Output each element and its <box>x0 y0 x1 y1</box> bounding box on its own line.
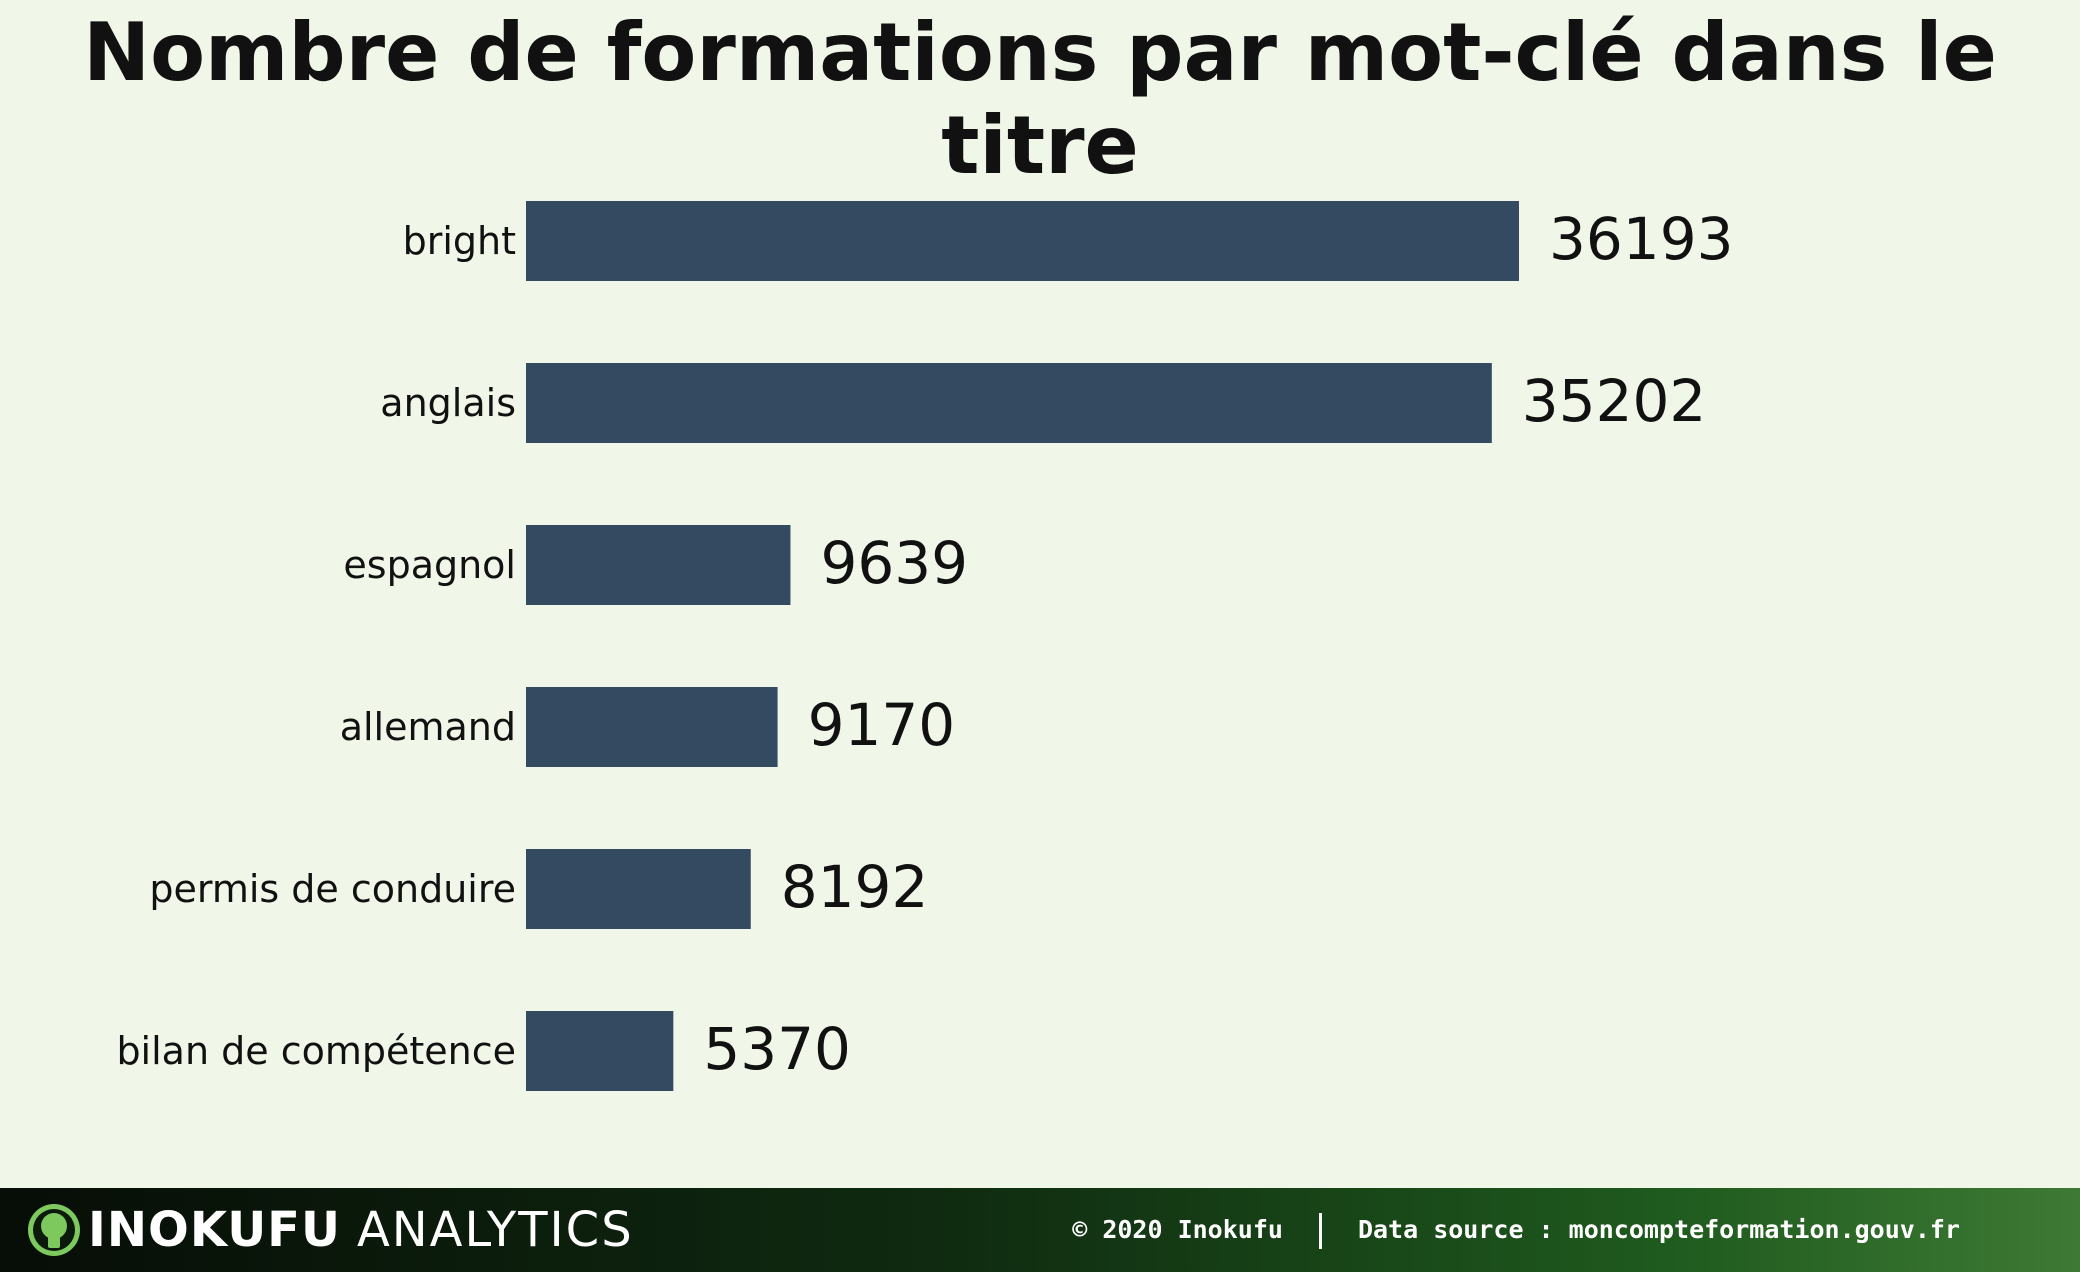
category-label-5: bilan de compétence <box>116 1029 516 1073</box>
value-label-2: 9639 <box>820 529 968 597</box>
value-label-0: 36193 <box>1549 205 1734 273</box>
value-label-4: 8192 <box>781 853 929 921</box>
brand-name: INOKUFU <box>88 1202 341 1258</box>
footer-divider <box>1318 1213 1322 1249</box>
bar-3 <box>526 687 778 767</box>
bar-5 <box>526 1011 674 1091</box>
category-label-0: bright <box>403 219 516 263</box>
value-label-1: 35202 <box>1522 367 1707 435</box>
chart-title: Nombre de formations par mot-clé dans le… <box>83 6 1997 192</box>
lightbulb-logo-icon <box>28 1204 80 1256</box>
bar-1 <box>526 363 1492 443</box>
footer-credits: © 2020 Inokufu Data source : moncomptefor… <box>1072 1210 1960 1250</box>
copyright-text: © 2020 Inokufu <box>1072 1215 1283 1244</box>
category-label-4: permis de conduire <box>149 867 516 911</box>
data-source-text: Data source : moncompteformation.gouv.fr <box>1357 1215 1960 1244</box>
bar-0 <box>526 201 1519 281</box>
brand-wordmark: INOKUFU ANALYTICS <box>88 1202 634 1258</box>
category-label-3: allemand <box>340 705 516 749</box>
bar-2 <box>526 525 791 605</box>
brand-suffix: ANALYTICS <box>356 1202 634 1258</box>
footer-bar: INOKUFU ANALYTICS © 2020 Inokufu Data sour… <box>0 1188 2080 1272</box>
value-label-3: 9170 <box>808 691 956 759</box>
bar-4 <box>526 849 751 929</box>
category-label-2: espagnol <box>343 543 516 587</box>
category-label-1: anglais <box>380 381 516 425</box>
value-label-5: 5370 <box>703 1015 851 1083</box>
bar-chart: bright 36193 anglais 35202 espagnol 9639 allem… <box>116 201 1734 1091</box>
